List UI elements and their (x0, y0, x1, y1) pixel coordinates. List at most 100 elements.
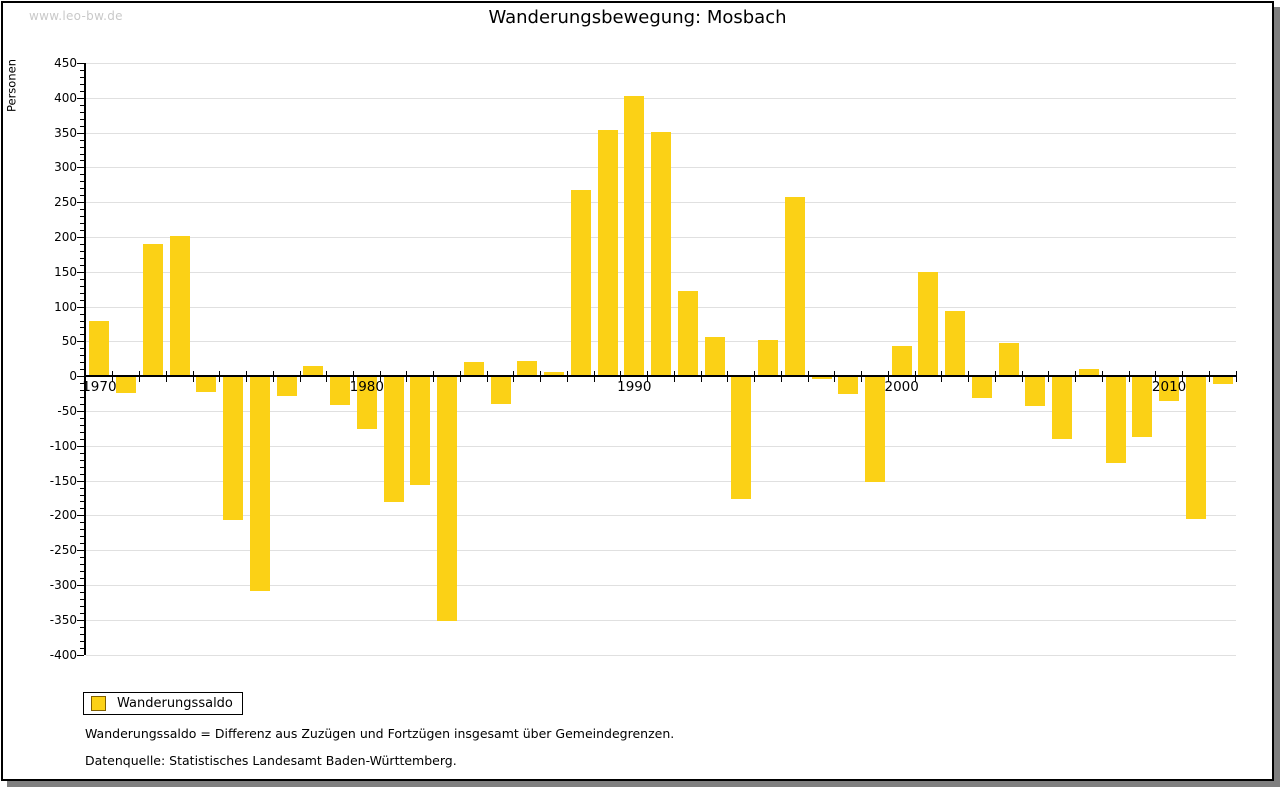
y-minor-tick (80, 292, 84, 294)
x-tick (112, 371, 114, 383)
y-major-tick (77, 550, 84, 552)
y-major-tick (77, 515, 84, 517)
gridline (86, 480, 1236, 482)
y-minor-tick (80, 473, 84, 475)
gridline (86, 515, 1236, 517)
x-axis-line (84, 375, 1236, 378)
y-tick-label: 100 (54, 299, 77, 314)
legend-swatch-icon (91, 696, 106, 711)
bar-2004 (998, 342, 1019, 377)
y-tick-label: -300 (49, 577, 77, 592)
gridline (86, 63, 1236, 64)
footnote-source: Datenquelle: Statistisches Landesamt Bad… (85, 753, 457, 768)
bar-2009 (1132, 376, 1153, 438)
y-minor-tick (80, 355, 84, 357)
y-major-tick (77, 132, 84, 134)
bar-1987 (544, 372, 564, 377)
y-major-tick (77, 237, 84, 238)
x-tick (941, 371, 943, 383)
y-minor-tick (80, 557, 84, 559)
bar-1974 (196, 376, 217, 393)
x-tick (1075, 371, 1076, 383)
y-minor-tick (80, 327, 84, 329)
y-minor-tick (80, 320, 84, 322)
y-minor-tick (80, 250, 84, 252)
y-major-tick (77, 584, 84, 586)
x-axis-label-2000: 2000 (884, 379, 919, 396)
bar-1994 (731, 376, 752, 500)
y-minor-tick (80, 299, 84, 301)
y-major-tick (77, 445, 84, 447)
bar-1978 (303, 366, 324, 377)
y-minor-tick (80, 146, 84, 148)
x-tick (1101, 371, 1103, 383)
x-axis-label-1990: 1990 (617, 379, 652, 396)
y-major-tick (77, 376, 84, 378)
x-tick (433, 371, 435, 383)
y-tick-label: -200 (49, 508, 77, 523)
y-minor-tick (80, 174, 84, 176)
watermark: www.leo-bw.de (29, 9, 123, 23)
bar-2008 (1105, 376, 1126, 464)
bar-1985 (490, 376, 511, 404)
y-minor-tick (80, 160, 84, 162)
y-minor-tick (80, 278, 84, 280)
x-tick (192, 371, 194, 383)
x-tick (914, 371, 916, 383)
gridline (86, 410, 1236, 412)
bar-2000 (891, 345, 912, 377)
y-major-tick (77, 271, 84, 273)
y-minor-tick (80, 181, 84, 183)
y-minor-tick (80, 83, 84, 85)
bar-2010 (1159, 376, 1180, 402)
x-axis-label-1980: 1980 (349, 379, 384, 396)
y-minor-tick (80, 90, 84, 92)
y-minor-tick (80, 487, 84, 489)
x-tick (673, 371, 675, 383)
y-minor-tick (80, 508, 84, 510)
y-minor-tick (80, 334, 84, 336)
y-minor-tick (80, 257, 84, 259)
bar-2003 (971, 376, 992, 399)
y-tick-label: 400 (54, 90, 77, 105)
y-minor-tick (80, 605, 84, 607)
bar-1997 (811, 376, 832, 379)
y-minor-tick (80, 313, 84, 315)
y-major-tick (77, 167, 84, 169)
x-tick (1208, 371, 1210, 383)
y-tick-label: -100 (49, 438, 77, 453)
x-tick (1235, 371, 1237, 383)
bar-1973 (169, 235, 190, 377)
y-minor-tick (80, 536, 84, 538)
y-minor-tick (80, 369, 84, 371)
x-tick (1128, 371, 1130, 383)
x-tick (780, 371, 782, 383)
gridline (86, 584, 1236, 586)
y-tick-label: 250 (54, 195, 77, 210)
bar-1983 (437, 376, 457, 622)
y-minor-tick (80, 223, 84, 225)
y-minor-tick (80, 417, 84, 419)
footnote-definition: Wanderungssaldo = Differenz aus Zuzügen … (85, 726, 675, 741)
x-tick (299, 371, 301, 383)
y-major-tick (77, 63, 84, 64)
y-tick-label: -250 (49, 543, 77, 558)
y-minor-tick (80, 591, 84, 593)
y-minor-tick (80, 188, 84, 190)
x-tick (513, 371, 515, 383)
x-tick (861, 371, 863, 383)
legend: Wanderungssaldo (83, 692, 243, 715)
x-tick (1048, 371, 1050, 383)
y-tick-label: -150 (49, 473, 77, 488)
y-minor-tick (80, 70, 84, 71)
y-minor-tick (80, 633, 84, 635)
y-minor-tick (80, 598, 84, 600)
y-tick-label: 450 (54, 56, 77, 70)
bar-1970 (89, 320, 110, 377)
y-minor-tick (80, 125, 84, 127)
x-tick (486, 371, 488, 383)
bar-1982 (410, 376, 431, 486)
y-minor-tick (80, 501, 84, 503)
y-minor-tick (80, 285, 84, 287)
bar-2007 (1078, 369, 1099, 377)
